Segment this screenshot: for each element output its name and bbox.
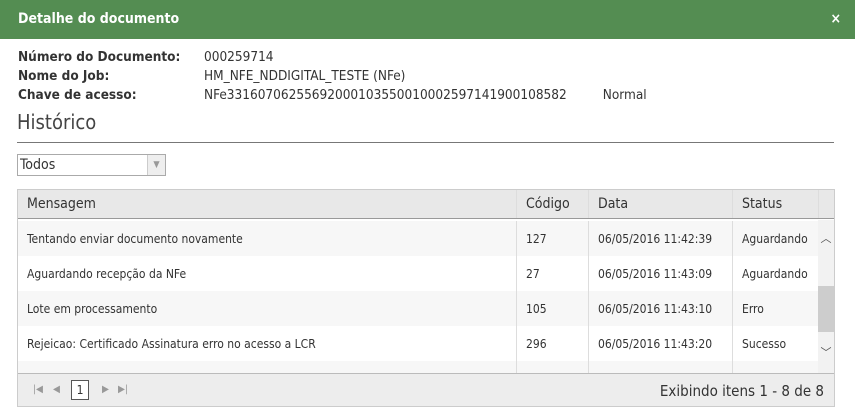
history-grid: Mensagem Código Data Status Tentando env… (17, 189, 835, 407)
cell (588, 361, 732, 373)
cell (18, 361, 516, 373)
cell (516, 361, 588, 373)
current-page-button[interactable]: 1 (71, 380, 89, 400)
selected-value: Todos (20, 157, 56, 173)
table-row[interactable]: Aguardando recepção da NFe 27 06/05/2016… (18, 256, 818, 291)
label: Chave de acesso: (18, 87, 137, 103)
table-row[interactable]: Rejeicao: Certificado Assinatura erro no… (18, 326, 818, 361)
column-status[interactable]: Status (732, 190, 818, 218)
dialog-title: Detalhe do documento (18, 11, 180, 27)
column-data[interactable]: Data (588, 190, 732, 218)
access-key: NFe3316070625569200010355001000259714190… (204, 87, 567, 103)
job-name-row: Nome do Job: HM_NFE_NDDIGITAL_TESTE (NFe) (18, 68, 405, 84)
document-number: 000259714 (204, 49, 274, 65)
access-key-row: Chave de acesso: NFe331607062556920001035… (18, 87, 647, 103)
cell-data: 06/05/2016 11:43:20 (588, 326, 732, 361)
table-row[interactable]: Lote em processamento 105 06/05/2016 11:… (18, 291, 818, 326)
cell-codigo: 27 (516, 256, 588, 291)
scrollbar-thumb[interactable] (818, 286, 834, 332)
column-codigo[interactable]: Código (516, 190, 588, 218)
cell-data: 06/05/2016 11:42:39 (588, 221, 732, 256)
table-row-partial[interactable] (18, 361, 818, 373)
cell-codigo: 127 (516, 221, 588, 256)
cell (732, 361, 818, 373)
dialog-titlebar: Detalhe do documento × (0, 0, 855, 39)
first-page-icon[interactable]: |◀ (33, 384, 43, 395)
last-page-icon[interactable]: ▶| (118, 384, 128, 395)
cell-status: Sucesso (732, 326, 818, 361)
pager-summary: Exibindo itens 1 - 8 de 8 (659, 382, 824, 400)
emission-type: Normal (602, 87, 647, 103)
cell-status: Erro (732, 291, 818, 326)
vertical-scrollbar[interactable]: ︿ ﹀ (818, 220, 834, 373)
cell-codigo: 296 (516, 326, 588, 361)
cell-status: Aguardando (732, 221, 818, 256)
next-page-icon[interactable]: ▶ (102, 384, 109, 395)
chevron-up-icon[interactable]: ︿ (820, 232, 832, 245)
grid-header: Mensagem Código Data Status (18, 190, 834, 219)
cell-codigo: 105 (516, 291, 588, 326)
cell-data: 06/05/2016 11:43:10 (588, 291, 732, 326)
cell-mensagem: Rejeicao: Certificado Assinatura erro no… (27, 336, 316, 351)
table-row[interactable]: Tentando enviar documento novamente 127 … (18, 221, 818, 256)
label: Nome do Job: (18, 68, 110, 84)
cell-data: 06/05/2016 11:43:09 (588, 256, 732, 291)
label: Número do Documento: (18, 49, 181, 65)
history-title: Histórico (17, 110, 97, 134)
job-name: HM_NFE_NDDIGITAL_TESTE (NFe) (204, 68, 406, 84)
cell-mensagem: Tentando enviar documento novamente (27, 231, 243, 246)
previous-page-icon[interactable]: ◀ (53, 384, 60, 395)
cell-status: Aguardando (732, 256, 818, 291)
chevron-down-icon[interactable]: ▼ (147, 155, 165, 175)
header-spacer (818, 190, 834, 218)
column-mensagem[interactable]: Mensagem (27, 196, 96, 212)
grid-pager: |◀ ◀ 1 ▶ ▶| Exibindo itens 1 - 8 de 8 (18, 373, 834, 406)
close-icon[interactable]: × (830, 11, 841, 27)
document-number-row: Número do Documento: 000259714 (18, 49, 274, 65)
cell-mensagem: Aguardando recepção da NFe (27, 266, 187, 281)
chevron-down-icon[interactable]: ﹀ (820, 346, 832, 359)
cell-mensagem: Lote em processamento (27, 301, 158, 316)
status-filter-select[interactable]: Todos ▼ (17, 154, 166, 176)
divider (17, 142, 834, 143)
